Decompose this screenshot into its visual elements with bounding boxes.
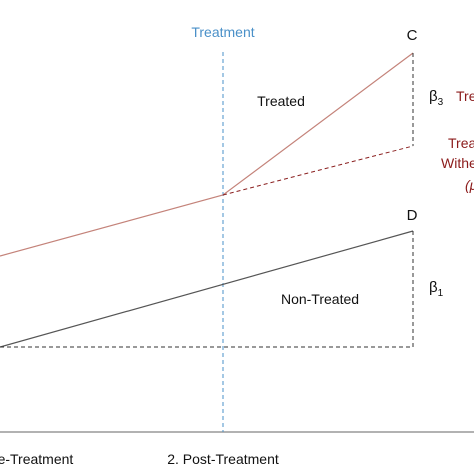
treated-group-line [0,52,414,257]
x-label-post-treatment: 2. Post-Treatment [167,451,279,467]
beta3-side-text: Tre [456,88,474,104]
non-treated-group-line [0,230,414,348]
beta1-label: β1 [429,279,444,299]
x-label-pre-treatment: 1. Pre-Treatment [0,451,73,467]
non-treated-region-label: Non-Treated [281,291,359,307]
side-note-line2: Withe [441,155,474,171]
point-d-label: D [407,207,418,224]
point-c-label: C [407,27,418,44]
side-note-line1: Trea [448,135,474,151]
side-note-line3: (μ [465,177,474,193]
beta3-label: β3 [429,88,444,108]
counterfactual-line [222,145,414,196]
treatment-label: Treatment [191,24,254,40]
treated-region-label: Treated [257,93,305,109]
